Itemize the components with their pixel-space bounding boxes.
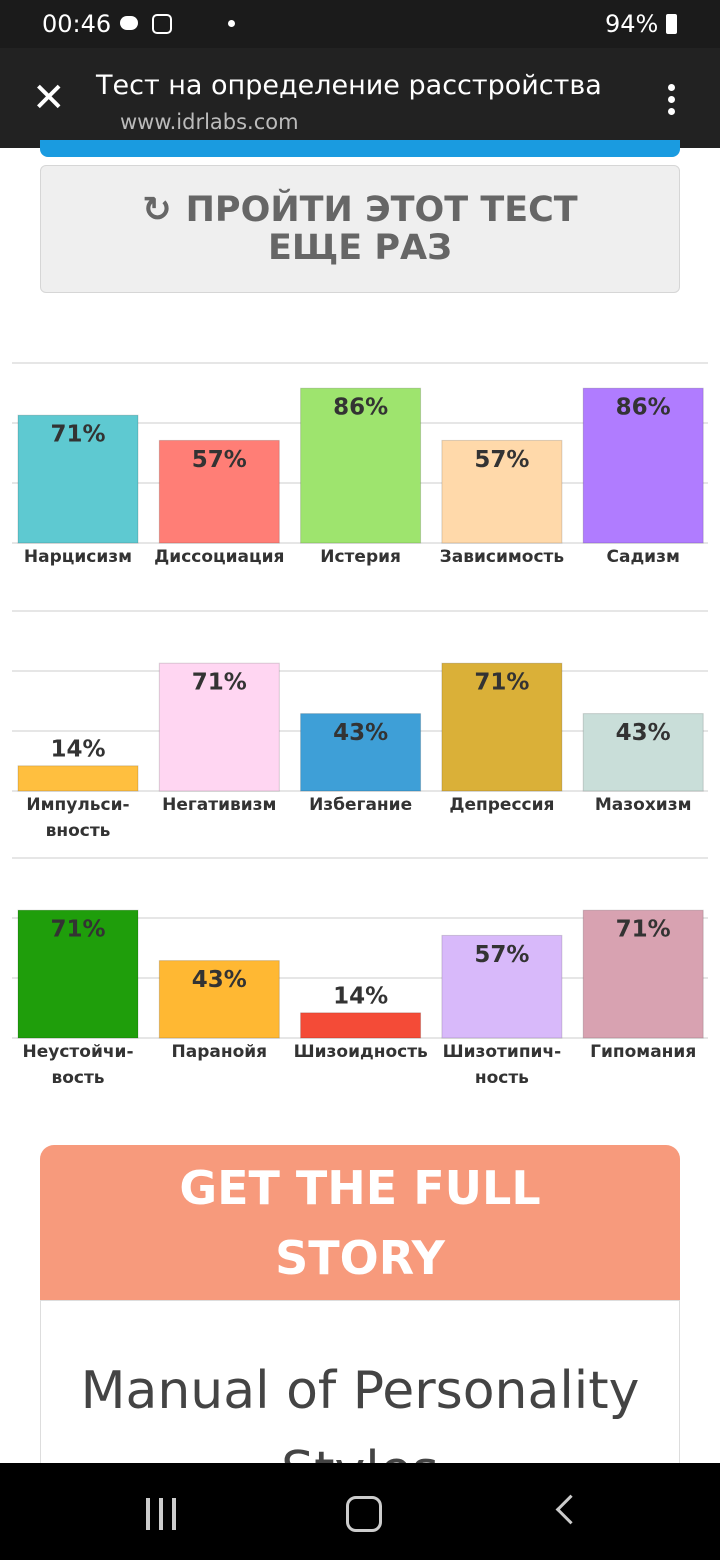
- bar: [441, 439, 563, 544]
- recents-button[interactable]: [146, 1498, 150, 1530]
- category-label: Мазохизм: [594, 795, 692, 815]
- url: www.idrlabs.com: [120, 110, 299, 134]
- value-label: 14%: [333, 983, 388, 1009]
- chart-plot: 71% 43% 14% 57% 71%: [12, 857, 708, 1039]
- home-button[interactable]: [346, 1496, 382, 1532]
- battery: 94%: [605, 10, 659, 38]
- value-label: 57%: [474, 447, 529, 473]
- chart-plot: 71% 57% 86% 57% 86%: [12, 362, 708, 544]
- bar: [158, 960, 280, 1039]
- bar-chart: 14% 71% 43% 71% 43% Импульси-вность Негативизм…: [0, 610, 720, 850]
- bar: [441, 662, 563, 792]
- back-button[interactable]: [555, 1494, 586, 1525]
- blue-button-edge: [40, 140, 680, 157]
- retake-button[interactable]: ↻ ПРОЙТИ ЭТОТ ТЕСТ ЕЩЕ РАЗ: [40, 165, 680, 293]
- bar: [300, 1012, 422, 1039]
- value-label: 71%: [50, 422, 105, 448]
- bar: [582, 713, 704, 792]
- bar: [158, 439, 280, 544]
- value-label: 43%: [192, 967, 247, 993]
- nav-bar: [0, 1463, 720, 1560]
- bar: [441, 934, 563, 1039]
- page-title: Тест на определение расстройства: [96, 70, 602, 101]
- category-label: Зависимость: [439, 547, 565, 567]
- close-button[interactable]: ✕: [32, 75, 66, 121]
- category-label: Избегание: [309, 795, 413, 815]
- category-label: Негативизм: [162, 795, 277, 815]
- value-label: 71%: [192, 670, 247, 696]
- status-bar: 00:46 94%: [0, 0, 720, 48]
- category-label: Истерия: [320, 547, 401, 567]
- value-label: 57%: [192, 447, 247, 473]
- menu-button[interactable]: [668, 84, 675, 91]
- icon: [120, 16, 138, 30]
- category-label: Нарцисизм: [23, 547, 133, 567]
- value-label: 14%: [50, 736, 105, 762]
- bar-chart: 71% 43% 14% 57% 71% Неустойчи-вость Паранойя Ши…: [0, 857, 720, 1097]
- value-label: 86%: [616, 395, 671, 421]
- value-label: 71%: [616, 917, 671, 943]
- retake-text: ПРОЙТИ ЭТОТ ТЕСТ ЕЩЕ РАЗ: [185, 190, 578, 268]
- category-label: Неустойчи-вость: [22, 1042, 134, 1088]
- value-label: 57%: [474, 942, 529, 968]
- value-label: 71%: [474, 670, 529, 696]
- icon: [152, 14, 172, 34]
- category-label: Садизм: [606, 547, 680, 567]
- value-label: 86%: [333, 395, 388, 421]
- icon: [228, 20, 235, 27]
- category-label: Гипомания: [590, 1042, 697, 1062]
- category-label: Депрессия: [449, 795, 555, 815]
- category-label: Паранойя: [171, 1042, 268, 1062]
- value-label: 43%: [616, 720, 671, 746]
- promo-header: GET THE FULL STORY: [40, 1145, 680, 1300]
- bar: [582, 909, 704, 1039]
- category-label: Шизотипич-ность: [442, 1042, 562, 1088]
- category-label: Шизоидность: [293, 1042, 428, 1062]
- bar: [300, 713, 422, 792]
- retake-label: ↻ ПРОЙТИ ЭТОТ ТЕСТ ЕЩЕ РАЗ: [142, 190, 578, 268]
- bar: [17, 909, 139, 1039]
- chart-plot: 14% 71% 43% 71% 43%: [12, 610, 708, 792]
- bar: [300, 387, 422, 544]
- bar: [17, 765, 139, 792]
- bar: [158, 662, 280, 792]
- category-label: Импульси-вность: [26, 795, 130, 841]
- value-label: 71%: [50, 917, 105, 943]
- category-label: Диссоциация: [154, 547, 285, 567]
- battery-icon: [666, 14, 677, 34]
- promo-heading: GET THE FULL STORY: [179, 1160, 541, 1285]
- value-label: 43%: [333, 720, 388, 746]
- bar: [17, 414, 139, 544]
- bar: [582, 387, 704, 544]
- bar-chart: 71% 57% 86% 57% 86% Нарцисизм Диссоциация Истер…: [0, 362, 720, 602]
- browser-bar: ✕ Тест на определение расстройства www.i…: [0, 48, 720, 148]
- time: 00:46: [42, 10, 112, 38]
